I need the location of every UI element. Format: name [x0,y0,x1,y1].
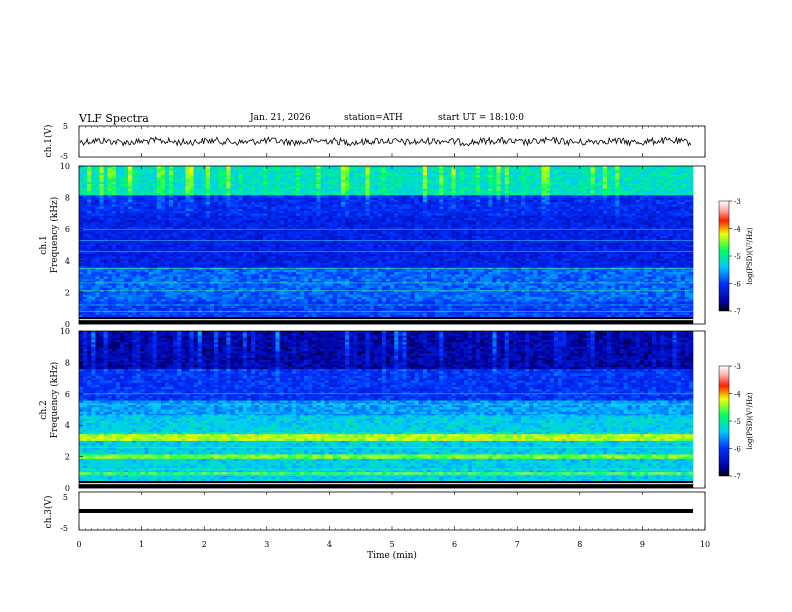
ch1-colorbar-ticks: -3 -4 -5 -6 -7 [729,198,741,316]
start-ut-label: start UT = 18:10:0 [438,113,524,123]
ch2-spectrogram-yticks: 0 2 4 6 8 10 [60,327,83,493]
ch1-waveform-ylabel: ch.1(V) [43,125,54,158]
ch1-spec-ytick: 4 [65,257,70,266]
ch1-colorbar [718,200,730,312]
ch2-colorbar-tick: -7 [734,473,741,481]
plot-title: VLF Spectra [79,112,149,125]
ch3-ytick-bottom: -5 [60,524,68,533]
ch1-colorbar-tick: -6 [734,281,741,289]
ch2-colorbar-label: log(PSD)(V²/Hz) [746,392,754,449]
ch2-spec-ytick: 0 [65,484,70,493]
ch2-colorbar-ticks: -3 -4 -5 -6 -7 [729,363,741,481]
ch1-colorbar-tick: -5 [734,253,741,261]
date-label: Jan. 21, 2026 [250,113,311,123]
ch1-spec-ytick: 8 [65,194,70,203]
ch2-colorbar-tick: -5 [734,418,741,426]
ch1-colorbar-label: log(PSD)(V²/Hz) [746,227,754,284]
time-tick-label: 6 [452,540,457,549]
ch2-spec-ytick: 6 [65,390,70,399]
time-tick-label: 3 [264,540,269,549]
ch2-colorbar [718,365,730,477]
ch2-spec-ytick: 4 [65,421,70,430]
ch1-spectrogram-ylabel-1: ch.1 [39,235,49,254]
time-tick-label: 1 [139,540,144,549]
ch1-colorbar-tick: -7 [734,308,741,316]
ch1-spec-ytick: 0 [65,320,70,329]
ch1-colorbar-tick: -3 [734,198,741,206]
time-tick-label: 5 [389,540,394,549]
ch2-spectrogram-image [79,331,694,489]
ch1-spec-ytick: 2 [65,288,70,297]
ch1-waveform-trace [79,136,692,147]
ch3-waveform-trace [79,509,693,513]
ch1-ytick-top: 5 [63,122,68,131]
ch2-colorbar-tick: -6 [734,446,741,454]
time-axis-label: Time (min) [367,550,417,561]
time-axis: 0 1 2 3 4 5 6 7 8 9 10 [76,126,710,549]
ch3-waveform-ylabel: ch.3(V) [43,496,54,529]
time-tick-label: 7 [515,540,520,549]
ch1-spectrogram-image [79,166,694,325]
ch2-spec-ytick: 2 [65,453,70,462]
ch1-ytick-bottom: -5 [60,152,68,161]
ch3-waveform-panel: 5 -5 ch.3(V) [43,491,706,533]
time-tick-label: 2 [202,540,207,549]
ch2-spectrogram-ylabel-2: Frequency (kHz) [49,362,60,439]
ch3-ytick-top: 5 [63,493,68,502]
ch2-spec-ytick: 10 [60,327,70,336]
ch1-spec-ytick: 10 [60,162,70,171]
time-tick-label: 0 [76,540,81,549]
time-tick-label: 9 [640,540,645,549]
ch1-spectrogram-ylabel-2: Frequency (kHz) [49,197,60,274]
ch1-colorbar-tick: -4 [734,226,741,234]
ch2-colorbar-tick: -4 [734,391,741,399]
ch2-colorbar-tick: -3 [734,363,741,371]
station-label: station=ATH [344,113,403,123]
ch1-waveform-panel: 5 -5 ch.1(V) [43,122,706,161]
ch2-spec-ytick: 8 [65,358,70,367]
ch2-spectrogram-ylabel-1: ch.2 [39,400,49,419]
time-tick-label: 10 [700,540,710,549]
time-tick-label: 4 [327,540,332,549]
ch1-spec-ytick: 6 [65,225,70,234]
ch1-spectrogram-yticks: 0 2 4 6 8 10 [60,162,83,329]
time-tick-label: 8 [577,540,582,549]
